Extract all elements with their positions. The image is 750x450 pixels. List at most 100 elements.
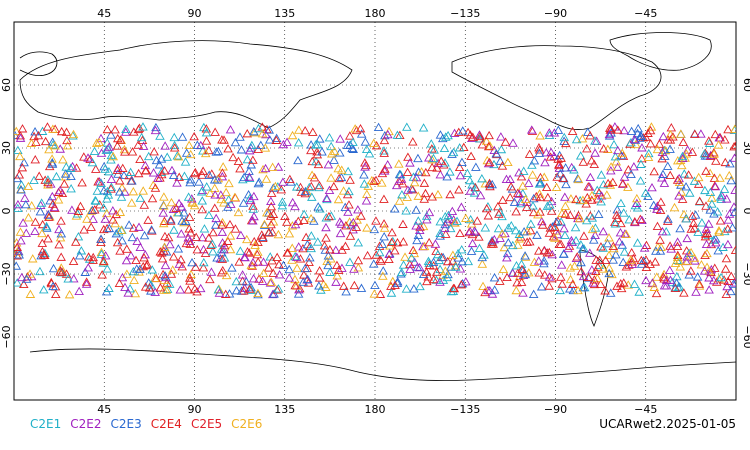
observation-marker [568,285,579,295]
observation-marker [432,163,442,172]
observation-marker [315,134,325,143]
observation-marker [332,260,342,269]
observation-marker [21,199,31,209]
observation-marker [120,147,130,156]
observation-marker [71,163,82,172]
observation-marker [414,225,425,235]
observation-marker [709,173,720,182]
observation-marker [239,172,249,182]
observation-marker [106,184,116,193]
observation-marker [427,192,438,201]
observation-marker [114,278,125,288]
observation-marker [612,162,623,171]
observation-marker [317,147,327,156]
observation-marker [151,122,161,132]
observation-marker [253,288,263,298]
observation-marker [245,195,256,205]
observation-marker [641,262,652,272]
observation-marker [15,131,26,140]
observation-marker [42,223,52,232]
observation-marker [54,240,64,249]
bottom-lon-tick-label: −135 [450,403,480,416]
observation-marker [556,153,566,162]
observation-marker [83,252,94,261]
observation-marker [353,238,364,247]
observation-marker [306,213,316,223]
observation-marker [89,146,100,155]
observation-marker [448,283,459,293]
observation-marker [204,210,214,220]
observation-marker [40,248,50,257]
observation-marker [290,219,301,229]
observation-marker [380,164,390,173]
observation-marker [185,228,196,237]
observation-marker [56,229,67,238]
observation-marker [147,193,158,203]
observation-marker [555,285,565,295]
observation-marker [138,186,149,195]
observation-marker [533,256,544,265]
legend-item: C2E3 [110,417,142,431]
observation-marker [413,191,424,200]
observation-marker [108,215,118,224]
observation-marker [451,262,461,271]
observation-marker [434,255,445,265]
top-lon-tick-label: 45 [97,7,111,20]
observation-marker [168,204,179,214]
observation-marker [231,285,242,295]
observation-marker [323,160,334,169]
observation-marker [694,281,705,290]
observation-marker [117,183,127,192]
observation-marker [287,197,298,207]
observation-marker [557,279,567,288]
observation-marker [284,273,294,282]
observation-marker [606,128,616,137]
observation-marker [192,287,202,296]
observation-marker [677,160,687,170]
observation-marker [691,287,701,296]
observation-marker [567,279,578,288]
observation-marker [382,160,393,169]
observation-marker [122,244,132,253]
observation-marker [261,129,271,139]
observation-marker [325,245,335,254]
observation-marker [497,229,508,238]
observation-marker [96,247,107,256]
observation-marker [712,207,723,216]
observation-marker [552,229,563,239]
observation-marker [427,144,437,153]
observation-marker [166,214,176,224]
observation-marker [312,149,323,159]
observation-marker [169,143,180,152]
observation-marker [578,282,589,292]
observation-marker [604,263,614,272]
observation-marker [403,185,413,194]
observation-marker [474,134,485,143]
observation-marker [604,268,614,278]
observation-marker [710,129,721,139]
observation-marker [438,270,448,279]
observation-marker [127,176,137,185]
observation-marker [375,289,386,298]
observation-marker [701,166,711,175]
observation-marker [457,278,468,288]
observation-marker [611,157,622,166]
observation-marker [138,261,148,271]
observation-marker [217,265,228,275]
observation-marker [596,196,606,206]
observation-marker [454,143,465,152]
observation-marker [663,214,673,223]
observation-marker [415,222,425,231]
observation-marker [120,187,130,196]
observation-marker [590,136,600,145]
observation-marker [293,216,304,225]
observation-marker [56,216,66,225]
observation-marker [411,172,422,182]
observation-marker [672,250,683,260]
observation-marker [185,175,196,184]
observation-marker [360,162,370,171]
observation-marker [606,124,616,134]
observation-marker [614,237,625,246]
observation-marker [535,177,546,187]
observation-marker [348,217,359,227]
